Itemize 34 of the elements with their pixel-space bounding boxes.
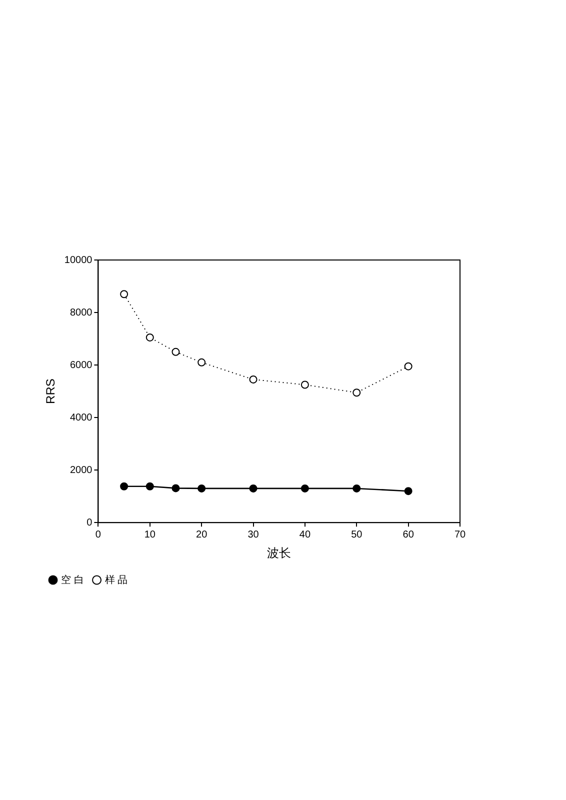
point xyxy=(404,487,412,496)
point xyxy=(146,333,154,342)
point xyxy=(198,484,206,492)
y-tick-label: 0 xyxy=(86,517,93,528)
legend-label: 样 品 xyxy=(104,574,128,586)
point xyxy=(172,348,180,356)
y-tick-label: 10000 xyxy=(64,254,93,266)
y-tick-label: 4000 xyxy=(70,412,93,424)
y-axis-title: RRS xyxy=(44,378,58,404)
point xyxy=(146,482,154,490)
point xyxy=(249,375,258,384)
y-tick-label: 8000 xyxy=(70,307,93,318)
point xyxy=(300,380,309,389)
x-tick-label: 40 xyxy=(299,529,311,540)
x-tick-label: 20 xyxy=(196,529,208,540)
point xyxy=(404,362,412,370)
point xyxy=(352,388,361,397)
point xyxy=(198,358,206,366)
point xyxy=(120,290,128,298)
legend-label: 空 白 xyxy=(61,574,84,586)
x-tick-label: 30 xyxy=(248,529,260,540)
y-tick-label: 2000 xyxy=(70,464,93,476)
point xyxy=(352,484,361,492)
point xyxy=(249,484,258,492)
x-tick-label: 60 xyxy=(402,529,414,540)
x-tick-label: 10 xyxy=(144,529,156,540)
point xyxy=(172,484,180,492)
x-tick-label: 0 xyxy=(95,529,102,540)
point xyxy=(120,482,128,490)
x-tick-label: 50 xyxy=(351,529,363,540)
point xyxy=(300,484,309,492)
x-axis-title: 波长 xyxy=(267,546,292,560)
y-tick-label: 6000 xyxy=(70,360,93,371)
x-tick-label: 70 xyxy=(454,529,466,540)
